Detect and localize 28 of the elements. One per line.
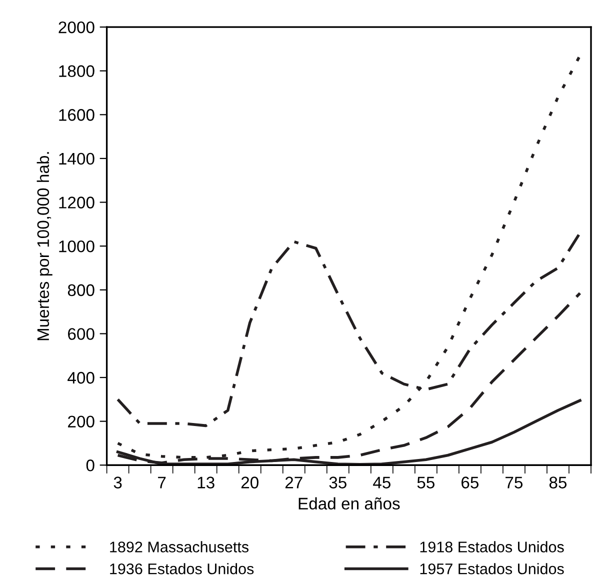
x-tick-label: 7 bbox=[158, 476, 166, 488]
y-tick-label: 1800 bbox=[59, 65, 94, 78]
legend-label: 1918 Estados Unidos bbox=[420, 541, 564, 552]
y-tick-label: 0 bbox=[86, 460, 94, 472]
legend-label: 1936 Estados Unidos bbox=[110, 563, 254, 574]
y-tick-label: 600 bbox=[68, 328, 94, 340]
x-tick-label: 20 bbox=[241, 476, 258, 488]
y-tick-label: 2000 bbox=[58, 21, 94, 34]
x-tick-label: 3 bbox=[114, 476, 122, 488]
legend-label: 1892 Massachusetts bbox=[110, 541, 249, 552]
y-tick-label: 1200 bbox=[59, 196, 94, 208]
y-tick-label: 1000 bbox=[59, 240, 94, 252]
x-tick-label: 55 bbox=[417, 476, 435, 488]
y-tick-label: 800 bbox=[68, 284, 94, 296]
x-tick-label: 13 bbox=[198, 476, 214, 488]
y-axis-title: Muertes por 100,000 hab. bbox=[36, 152, 52, 340]
y-tick-label: 400 bbox=[68, 372, 94, 384]
y-tick-label: 1600 bbox=[59, 109, 94, 121]
x-tick-label: 65 bbox=[462, 476, 479, 488]
x-tick-label: 45 bbox=[373, 476, 390, 488]
x-axis-title: Edad en años bbox=[298, 497, 400, 510]
x-tick-label: 75 bbox=[506, 476, 523, 488]
x-tick-label: 27 bbox=[285, 476, 302, 488]
y-tick-label: 200 bbox=[68, 416, 94, 428]
x-tick-label: 85 bbox=[549, 476, 567, 488]
x-tick-label: 35 bbox=[329, 476, 346, 488]
y-tick-label: 1400 bbox=[59, 152, 94, 165]
legend-label: 1957 Estados Unidos bbox=[420, 563, 564, 574]
